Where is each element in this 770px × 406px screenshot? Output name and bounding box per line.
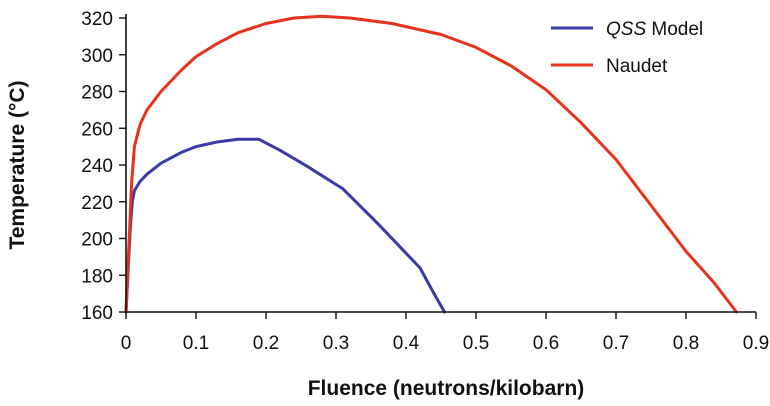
series-layer: [124, 14, 738, 314]
x-tick-label: 0.9: [743, 333, 769, 354]
legend-label-model-prefix: QSS: [606, 19, 646, 40]
y-tick-label: 220: [81, 193, 113, 214]
y-tick-label: 300: [81, 46, 113, 67]
x-tick-label: 0.6: [533, 333, 559, 354]
y-axis-title: Temperature (°C): [6, 80, 29, 249]
x-tick-label: 0.7: [603, 333, 629, 354]
legend: QSS Model Naudet: [551, 19, 703, 77]
tick-labels: 0 0.1 0.2 0.3 0.4 0.5 0.6 0.7 0.8 0.9 160 180 200 220…: [81, 9, 769, 354]
y-tick-label: 160: [81, 303, 113, 324]
x-axis-title: Fluence (neutrons/kilobarn): [308, 377, 585, 400]
legend-label-model: QSS Model: [606, 19, 703, 40]
x-tick-label: 0.8: [673, 333, 699, 354]
y-tick-label: 280: [81, 83, 113, 104]
x-tick-label: 0.1: [183, 333, 209, 354]
y-tick-label: 200: [81, 230, 113, 251]
series-line-qss-model: [124, 137, 446, 314]
y-tick-label: 240: [81, 156, 113, 177]
legend-label-naudet: Naudet: [606, 56, 668, 77]
y-tick-label: 260: [81, 119, 113, 140]
x-tick-label: 0.3: [323, 333, 349, 354]
y-tick-label: 180: [81, 266, 113, 287]
legend-label-model-name: Model: [651, 19, 703, 40]
x-tick-label: 0.5: [463, 333, 489, 354]
axes: [119, 14, 757, 319]
series-line-naudet: [124, 14, 738, 314]
x-tick-label: 0.4: [393, 333, 420, 354]
x-tick-label: 0.2: [253, 333, 279, 354]
x-tick-label: 0: [121, 333, 132, 354]
y-tick-label: 320: [81, 9, 113, 30]
